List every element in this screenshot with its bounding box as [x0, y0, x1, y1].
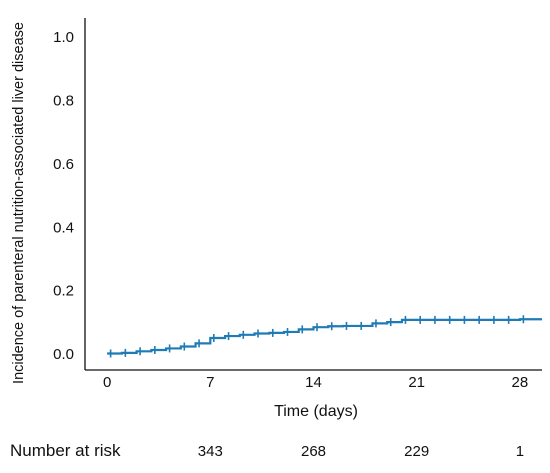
- axes: [84, 18, 542, 371]
- risk-value: 1: [516, 443, 524, 460]
- x-tick-label: 14: [305, 374, 322, 391]
- y-tick-label: 0.0: [53, 346, 74, 363]
- risk-value: 343: [198, 443, 223, 460]
- y-tick-label: 0.8: [53, 92, 74, 109]
- y-tick-label: 0.6: [53, 156, 74, 173]
- y-tick-label: 0.2: [53, 283, 74, 300]
- tick-labels: 0.0 0.2 0.4 0.6 0.8 1.0 0 7 14 21 28: [53, 29, 528, 391]
- y-axis-title: Incidence of parenteral nutrition-associ…: [11, 22, 27, 384]
- y-tick-label: 1.0: [53, 29, 74, 46]
- risk-table-values: 343 268 229 1: [198, 443, 524, 460]
- x-tick-label: 28: [512, 374, 529, 391]
- x-axis-title: Time (days): [274, 403, 358, 420]
- y-tick-label: 0.4: [53, 219, 74, 236]
- risk-table-label: Number at risk: [10, 441, 121, 460]
- km-step-line: [107, 318, 542, 355]
- risk-value: 268: [301, 443, 326, 460]
- x-tick-label: 21: [408, 374, 425, 391]
- x-tick-label: 7: [206, 374, 214, 391]
- series-layer: [107, 315, 542, 358]
- x-tick-label: 0: [103, 374, 111, 391]
- risk-value: 229: [404, 443, 429, 460]
